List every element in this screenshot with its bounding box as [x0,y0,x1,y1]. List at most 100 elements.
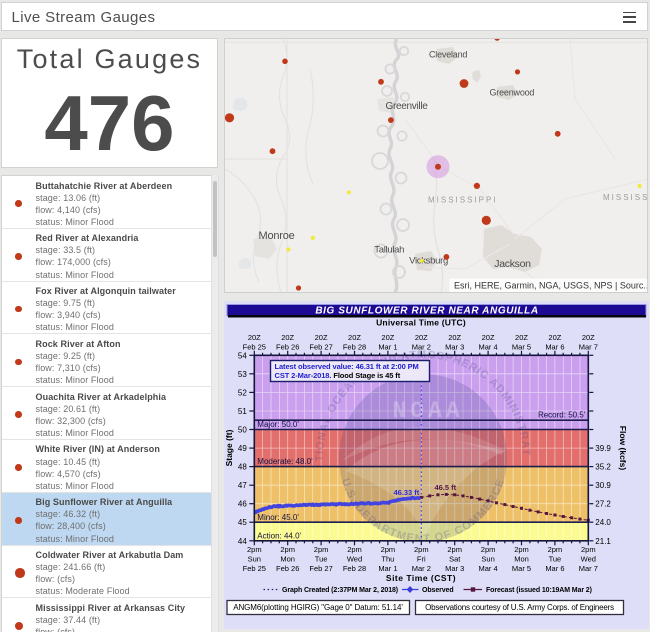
svg-text:2pm: 2pm [280,545,295,554]
svg-text:Sun: Sun [481,554,494,563]
svg-text:Forecast (issued 10:19AM Mar 2: Forecast (issued 10:19AM Mar 2) [486,587,592,594]
svg-text:2pm: 2pm [247,545,262,554]
svg-text:Greenville: Greenville [386,101,429,112]
svg-text:Feb 26: Feb 26 [276,342,299,351]
svg-text:2pm: 2pm [447,545,462,554]
svg-text:Minor: 45.0': Minor: 45.0' [257,512,299,521]
svg-text:20Z: 20Z [247,333,260,342]
svg-text:47: 47 [237,481,246,490]
svg-text:50: 50 [237,425,246,434]
svg-text:51: 51 [237,407,246,416]
svg-text:39.9: 39.9 [595,444,611,453]
svg-text:54: 54 [237,351,246,360]
svg-text:53: 53 [237,369,246,378]
svg-text:2pm: 2pm [514,545,529,554]
svg-text:BIG SUNFLOWER RIVER NEAR ANGUI: BIG SUNFLOWER RIVER NEAR ANGUILLA [315,305,538,316]
svg-text:46.33 ft: 46.33 ft [393,487,419,496]
svg-text:20Z: 20Z [581,333,594,342]
svg-text:Mar 5: Mar 5 [511,342,530,351]
svg-text:24.0: 24.0 [595,518,611,527]
svg-text:Mar 5: Mar 5 [511,564,530,573]
svg-text:Feb 27: Feb 27 [309,342,332,351]
svg-text:Mar 6: Mar 6 [545,564,564,573]
svg-text:2pm: 2pm [581,545,596,554]
svg-text:27.2: 27.2 [595,499,611,508]
svg-text:44: 44 [237,536,246,545]
svg-text:48: 48 [237,462,246,471]
svg-text:35.2: 35.2 [595,462,611,471]
svg-text:Mon: Mon [280,554,295,563]
svg-text:Mar 2: Mar 2 [411,564,430,573]
svg-text:Tue: Tue [314,554,327,563]
svg-text:Esri, HERE, Garmin, NGA, USGS,: Esri, HERE, Garmin, NGA, USGS, NPS | Sou… [454,281,648,291]
svg-text:Mar 2: Mar 2 [411,342,430,351]
svg-text:Feb 25: Feb 25 [242,342,265,351]
svg-text:49: 49 [237,444,246,453]
svg-text:Feb 28: Feb 28 [342,342,365,351]
svg-text:Tue: Tue [548,554,561,563]
svg-text:MISSISS: MISSISS [603,193,648,202]
svg-text:Mar 7: Mar 7 [578,564,597,573]
svg-text:20Z: 20Z [548,333,561,342]
svg-text:Graph Created (2:37PM Mar 2, 2: Graph Created (2:37PM Mar 2, 2018) [282,587,398,594]
svg-text:Moderate: 48.0': Moderate: 48.0' [257,457,313,466]
svg-text:Site Time (CST): Site Time (CST) [385,573,455,583]
svg-text:20Z: 20Z [414,333,427,342]
svg-text:Latest observed value: 46.31: Latest observed value: 46.31 ft at 2:00 … [274,362,418,371]
svg-text:46: 46 [237,499,246,508]
svg-text:20Z: 20Z [448,333,461,342]
svg-text:Mar 1: Mar 1 [378,342,397,351]
svg-text:Wed: Wed [580,554,595,563]
svg-text:2pm: 2pm [414,545,429,554]
svg-text:20Z: 20Z [281,333,294,342]
svg-text:30.9: 30.9 [595,481,611,490]
svg-text:Feb 28: Feb 28 [342,564,365,573]
svg-text:Mon: Mon [514,554,529,563]
svg-text:20Z: 20Z [314,333,327,342]
svg-text:20Z: 20Z [481,333,494,342]
svg-text:Fri: Fri [416,554,425,563]
svg-text:CST 2-Mar-2018. Flood Stage i: CST 2-Mar-2018. Flood Stage is 45 ft [274,371,400,380]
svg-text:Mar 7: Mar 7 [578,342,597,351]
svg-text:Cleveland: Cleveland [429,50,467,60]
svg-text:45: 45 [237,518,246,527]
svg-text:Feb 25: Feb 25 [242,564,265,573]
svg-text:Thu: Thu [381,554,394,563]
svg-text:Tallulah: Tallulah [374,245,404,256]
svg-text:Feb 26: Feb 26 [276,564,299,573]
svg-text:Feb 27: Feb 27 [309,564,332,573]
svg-text:20Z: 20Z [515,333,528,342]
svg-text:Observed: Observed [422,587,454,594]
svg-text:2pm: 2pm [347,545,362,554]
svg-text:Jackson: Jackson [494,258,531,270]
svg-text:46.5 ft: 46.5 ft [434,482,456,491]
svg-text:Sat: Sat [449,554,461,563]
svg-text:Record: 50.5': Record: 50.5' [537,410,585,419]
svg-text:ANGM6(plotting HGIRG) "Gage 0": ANGM6(plotting HGIRG) "Gage 0" Datum: 51… [233,603,403,612]
svg-text:2pm: 2pm [380,545,395,554]
svg-text:Action: 44.0': Action: 44.0' [257,531,301,540]
svg-text:Mar 1: Mar 1 [378,564,397,573]
svg-text:20Z: 20Z [348,333,361,342]
svg-text:52: 52 [237,388,246,397]
svg-text:Mar 4: Mar 4 [478,564,497,573]
svg-text:Major: 50.0': Major: 50.0' [257,420,299,429]
svg-text:Monroe: Monroe [259,230,295,242]
svg-text:Vicksburg: Vicksburg [409,256,448,267]
svg-text:21.1: 21.1 [595,536,611,545]
svg-text:Greenwood: Greenwood [490,88,535,98]
svg-text:20Z: 20Z [381,333,394,342]
svg-text:2pm: 2pm [480,545,495,554]
svg-text:Mar 3: Mar 3 [445,564,464,573]
svg-text:MISSISSIPPI: MISSISSIPPI [428,196,498,205]
svg-text:Wed: Wed [346,554,361,563]
svg-text:Sun: Sun [247,554,260,563]
svg-text:Mar 6: Mar 6 [545,342,564,351]
svg-text:Flow (kcfs): Flow (kcfs) [618,425,628,470]
svg-text:Observations courtesy of U.S.: Observations courtesy of U.S. Army Corps… [425,603,614,612]
svg-text:Stage (ft): Stage (ft) [224,429,234,466]
svg-text:2pm: 2pm [313,545,328,554]
svg-text:Mar 3: Mar 3 [445,342,464,351]
svg-text:2pm: 2pm [547,545,562,554]
svg-text:Mar 4: Mar 4 [478,342,497,351]
